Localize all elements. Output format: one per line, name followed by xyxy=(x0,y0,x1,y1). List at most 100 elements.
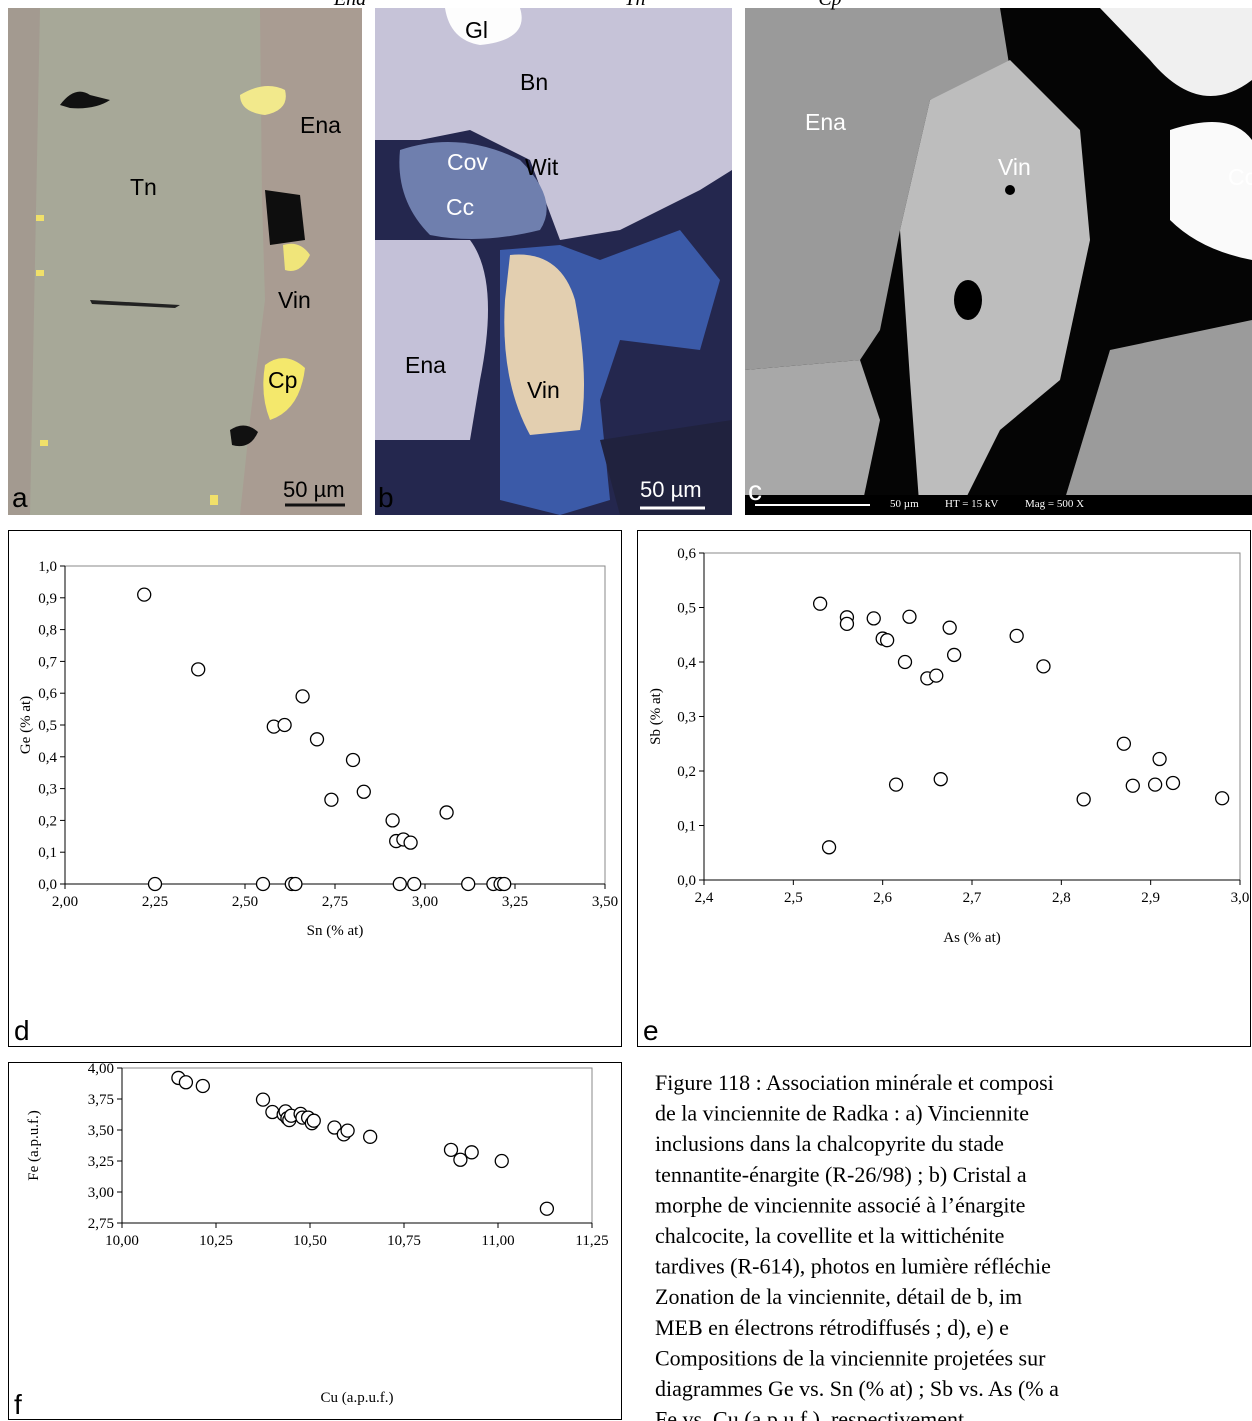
mineral-label: Gl xyxy=(465,17,488,43)
data-point xyxy=(1147,777,1163,792)
caption-line: Compositions de la vinciennite projetées… xyxy=(655,1345,1046,1370)
data-point xyxy=(255,876,271,892)
y-tick-label: 0,3 xyxy=(38,782,57,798)
data-point xyxy=(453,1152,468,1167)
data-point xyxy=(1152,751,1167,767)
data-point xyxy=(356,784,371,799)
data-point xyxy=(403,835,418,850)
data-point xyxy=(866,611,881,626)
y-tick-label: 3,25 xyxy=(88,1154,114,1170)
data-point xyxy=(324,792,339,807)
x-tick-label: 2,8 xyxy=(1052,890,1071,906)
data-point xyxy=(295,689,310,704)
x-axis-title: Cu (a.p.u.f.) xyxy=(321,1390,394,1406)
caption-line: diagrammes Ge vs. Sn (% at) ; Sb vs. As … xyxy=(655,1376,1059,1401)
panel-label: a xyxy=(12,482,28,513)
data-point xyxy=(345,752,361,768)
x-axis-title: Sn (% at) xyxy=(307,923,364,939)
y-axis-title: Sb (% at) xyxy=(648,688,664,745)
x-tick-label: 3,25 xyxy=(502,894,528,910)
mineral-label: Cov xyxy=(447,149,488,175)
caption-line: inclusions dans la chalcopyrite du stade xyxy=(655,1131,1004,1156)
x-tick-label: 10,50 xyxy=(293,1233,327,1249)
data-point xyxy=(195,1078,210,1094)
data-point xyxy=(497,876,512,892)
panel-label: e xyxy=(643,1015,659,1046)
chart-frame xyxy=(8,530,622,1047)
data-point xyxy=(1009,628,1024,643)
y-tick-label: 3,50 xyxy=(88,1123,114,1139)
mineral-label: Cc xyxy=(446,194,474,220)
y-tick-label: 0,0 xyxy=(38,877,57,893)
caption-line: MEB en électrons rétrodiffusés ; d), e) … xyxy=(655,1315,1009,1340)
mineral-label: Ena xyxy=(405,352,446,378)
panel-label: d xyxy=(14,1015,30,1046)
y-tick-label: 3,75 xyxy=(88,1092,114,1108)
x-axis-title: As (% at) xyxy=(943,930,1000,946)
top-label: Cp xyxy=(818,0,841,10)
y-tick-label: 0,7 xyxy=(38,654,57,670)
charts: 2,00 2,25 2,50 2,75 3,00 3,25 3,50 0,0 0,1 0,2 0,3… xyxy=(8,530,1251,1420)
caption-line: Zonation de la vinciennite, détail de b,… xyxy=(655,1284,1022,1309)
y-tick-label: 3,00 xyxy=(88,1185,114,1201)
x-tick-label: 2,00 xyxy=(52,894,78,910)
x-tick-label: 3,00 xyxy=(412,894,438,910)
data-point xyxy=(443,1142,459,1157)
data-point xyxy=(439,805,454,820)
y-tick-label: 0,2 xyxy=(38,813,57,829)
data-point xyxy=(191,662,206,677)
x-tick-label: 10,00 xyxy=(105,1233,139,1249)
data-point xyxy=(277,717,292,733)
data-point xyxy=(942,620,957,635)
data-point xyxy=(933,772,948,787)
panel-label: b xyxy=(378,482,394,513)
data-point xyxy=(821,840,837,855)
x-tick-label: 2,5 xyxy=(784,890,803,906)
x-tick-label: 3,50 xyxy=(592,894,618,910)
y-tick-label: 0,6 xyxy=(38,686,57,702)
chart-frame xyxy=(637,530,1251,1047)
mineral-label: Ena xyxy=(805,109,846,135)
data-point xyxy=(309,732,325,747)
y-tick-label: 0,6 xyxy=(677,546,696,562)
caption-line: chalcocite, la covellite et la wittichén… xyxy=(655,1223,1004,1248)
data-point xyxy=(340,1123,355,1138)
data-point xyxy=(1036,659,1051,674)
data-point xyxy=(1165,775,1181,791)
panel-label: c xyxy=(748,475,762,506)
x-tick-label: 11,00 xyxy=(481,1233,514,1249)
y-tick-label: 0,5 xyxy=(677,601,696,617)
scale-label: 50 µm xyxy=(890,498,919,510)
x-tick-label: 11,25 xyxy=(575,1233,608,1249)
data-point xyxy=(255,1092,271,1107)
data-point xyxy=(178,1075,194,1090)
x-tick-label: 2,6 xyxy=(873,890,892,906)
y-tick-label: 4,00 xyxy=(88,1061,114,1077)
y-tick-label: 0,1 xyxy=(677,819,696,835)
panel-label: f xyxy=(14,1389,22,1420)
mineral-label: Ena xyxy=(300,112,341,138)
data-point xyxy=(1214,791,1230,806)
y-tick-label: 0,1 xyxy=(38,845,57,861)
data-point xyxy=(363,1129,378,1144)
instrument-info: HT = 15 kV xyxy=(945,498,998,510)
mineral-label: Bn xyxy=(520,69,548,95)
mineral-label: Vin xyxy=(527,377,560,403)
x-tick-label: 2,50 xyxy=(232,894,258,910)
caption-line: tennantite-énargite (R-26/98) ; b) Crist… xyxy=(655,1162,1027,1187)
mineral-label: Tn xyxy=(130,174,157,200)
data-point xyxy=(897,654,913,670)
x-tick-label: 2,75 xyxy=(322,894,348,910)
caption-line: morphe de vinciennite associé à l’énargi… xyxy=(655,1192,1025,1217)
data-point xyxy=(1076,792,1091,807)
scale-label: 50 µm xyxy=(640,477,702,502)
y-tick-label: 0,0 xyxy=(677,873,696,889)
data-point xyxy=(888,777,904,792)
mineral-label: Cc xyxy=(1228,164,1252,190)
x-tick-label: 2,9 xyxy=(1141,890,1160,906)
y-tick-label: 0,5 xyxy=(38,718,57,734)
data-point xyxy=(879,633,895,648)
y-tick-label: 0,9 xyxy=(38,591,57,607)
y-tick-label: 0,4 xyxy=(677,655,696,671)
